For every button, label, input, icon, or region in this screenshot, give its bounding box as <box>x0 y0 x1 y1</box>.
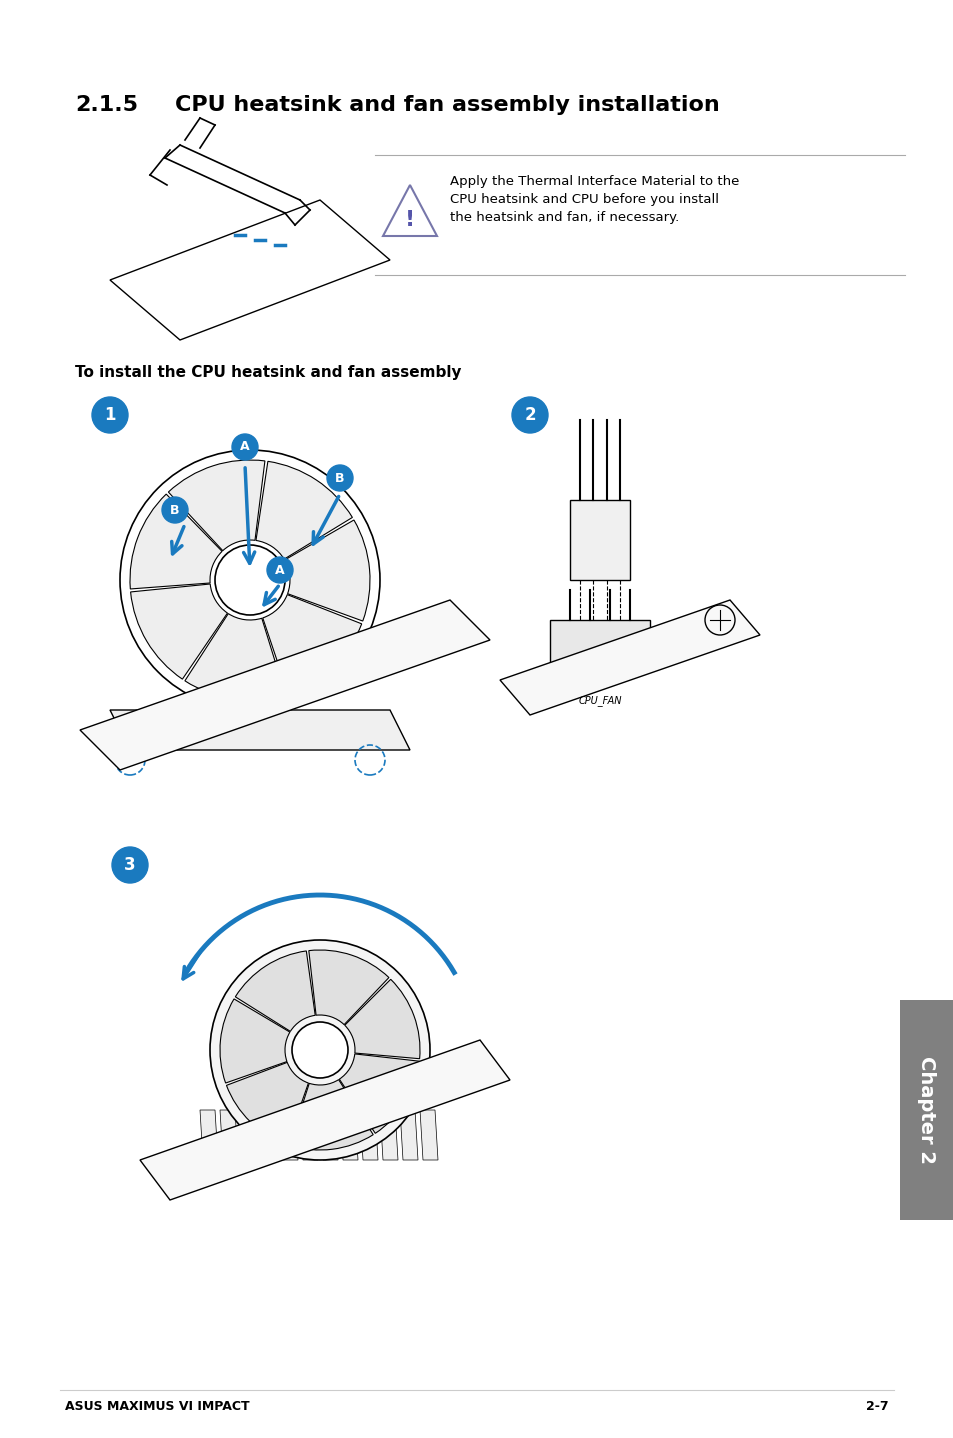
Text: 1: 1 <box>104 406 115 424</box>
Wedge shape <box>289 1080 373 1150</box>
Circle shape <box>512 397 547 433</box>
Text: 2: 2 <box>523 406 536 424</box>
Wedge shape <box>130 495 222 590</box>
Polygon shape <box>240 1110 257 1160</box>
Polygon shape <box>399 1110 417 1160</box>
Text: !: ! <box>404 210 415 230</box>
Polygon shape <box>80 600 490 769</box>
Wedge shape <box>309 951 389 1025</box>
Circle shape <box>112 847 148 883</box>
Wedge shape <box>262 595 361 693</box>
Text: Chapter 2: Chapter 2 <box>917 1055 936 1163</box>
Text: ASUS MAXIMUS VI IMPACT: ASUS MAXIMUS VI IMPACT <box>65 1401 250 1414</box>
Polygon shape <box>359 1110 377 1160</box>
Polygon shape <box>140 1040 510 1199</box>
Text: To install the CPU heatsink and fan assembly: To install the CPU heatsink and fan asse… <box>75 365 461 380</box>
Circle shape <box>162 498 188 523</box>
Wedge shape <box>220 999 290 1083</box>
Wedge shape <box>284 521 370 621</box>
Text: A: A <box>274 564 285 577</box>
Text: 2-7: 2-7 <box>865 1401 888 1414</box>
Text: A: A <box>240 440 250 453</box>
Polygon shape <box>379 1110 397 1160</box>
Text: Apply the Thermal Interface Material to the
CPU heatsink and CPU before you inst: Apply the Thermal Interface Material to … <box>450 175 739 224</box>
Circle shape <box>232 434 257 460</box>
Text: CPU_FAN: CPU_FAN <box>578 695 621 706</box>
Text: CPU heatsink and fan assembly installation: CPU heatsink and fan assembly installati… <box>174 95 719 115</box>
Text: 3: 3 <box>124 856 135 874</box>
Polygon shape <box>499 600 760 715</box>
Polygon shape <box>260 1110 277 1160</box>
Wedge shape <box>339 1054 419 1133</box>
Text: B: B <box>170 503 179 516</box>
Text: 2.1.5: 2.1.5 <box>75 95 138 115</box>
Circle shape <box>267 557 293 582</box>
Circle shape <box>292 1022 348 1078</box>
Wedge shape <box>226 1063 308 1145</box>
Circle shape <box>91 397 128 433</box>
Wedge shape <box>185 614 285 700</box>
Wedge shape <box>168 460 265 551</box>
Wedge shape <box>235 951 314 1031</box>
Circle shape <box>210 940 430 1160</box>
Polygon shape <box>419 1110 437 1160</box>
Polygon shape <box>299 1110 317 1160</box>
Polygon shape <box>550 620 649 670</box>
FancyBboxPatch shape <box>899 999 953 1219</box>
Wedge shape <box>255 462 352 559</box>
Polygon shape <box>110 710 410 751</box>
Polygon shape <box>200 1110 218 1160</box>
Text: B: B <box>335 472 344 485</box>
Polygon shape <box>280 1110 297 1160</box>
Circle shape <box>327 464 353 490</box>
Polygon shape <box>339 1110 357 1160</box>
Polygon shape <box>319 1110 337 1160</box>
Polygon shape <box>220 1110 237 1160</box>
Wedge shape <box>344 979 419 1058</box>
FancyBboxPatch shape <box>569 500 629 580</box>
Wedge shape <box>131 584 227 679</box>
